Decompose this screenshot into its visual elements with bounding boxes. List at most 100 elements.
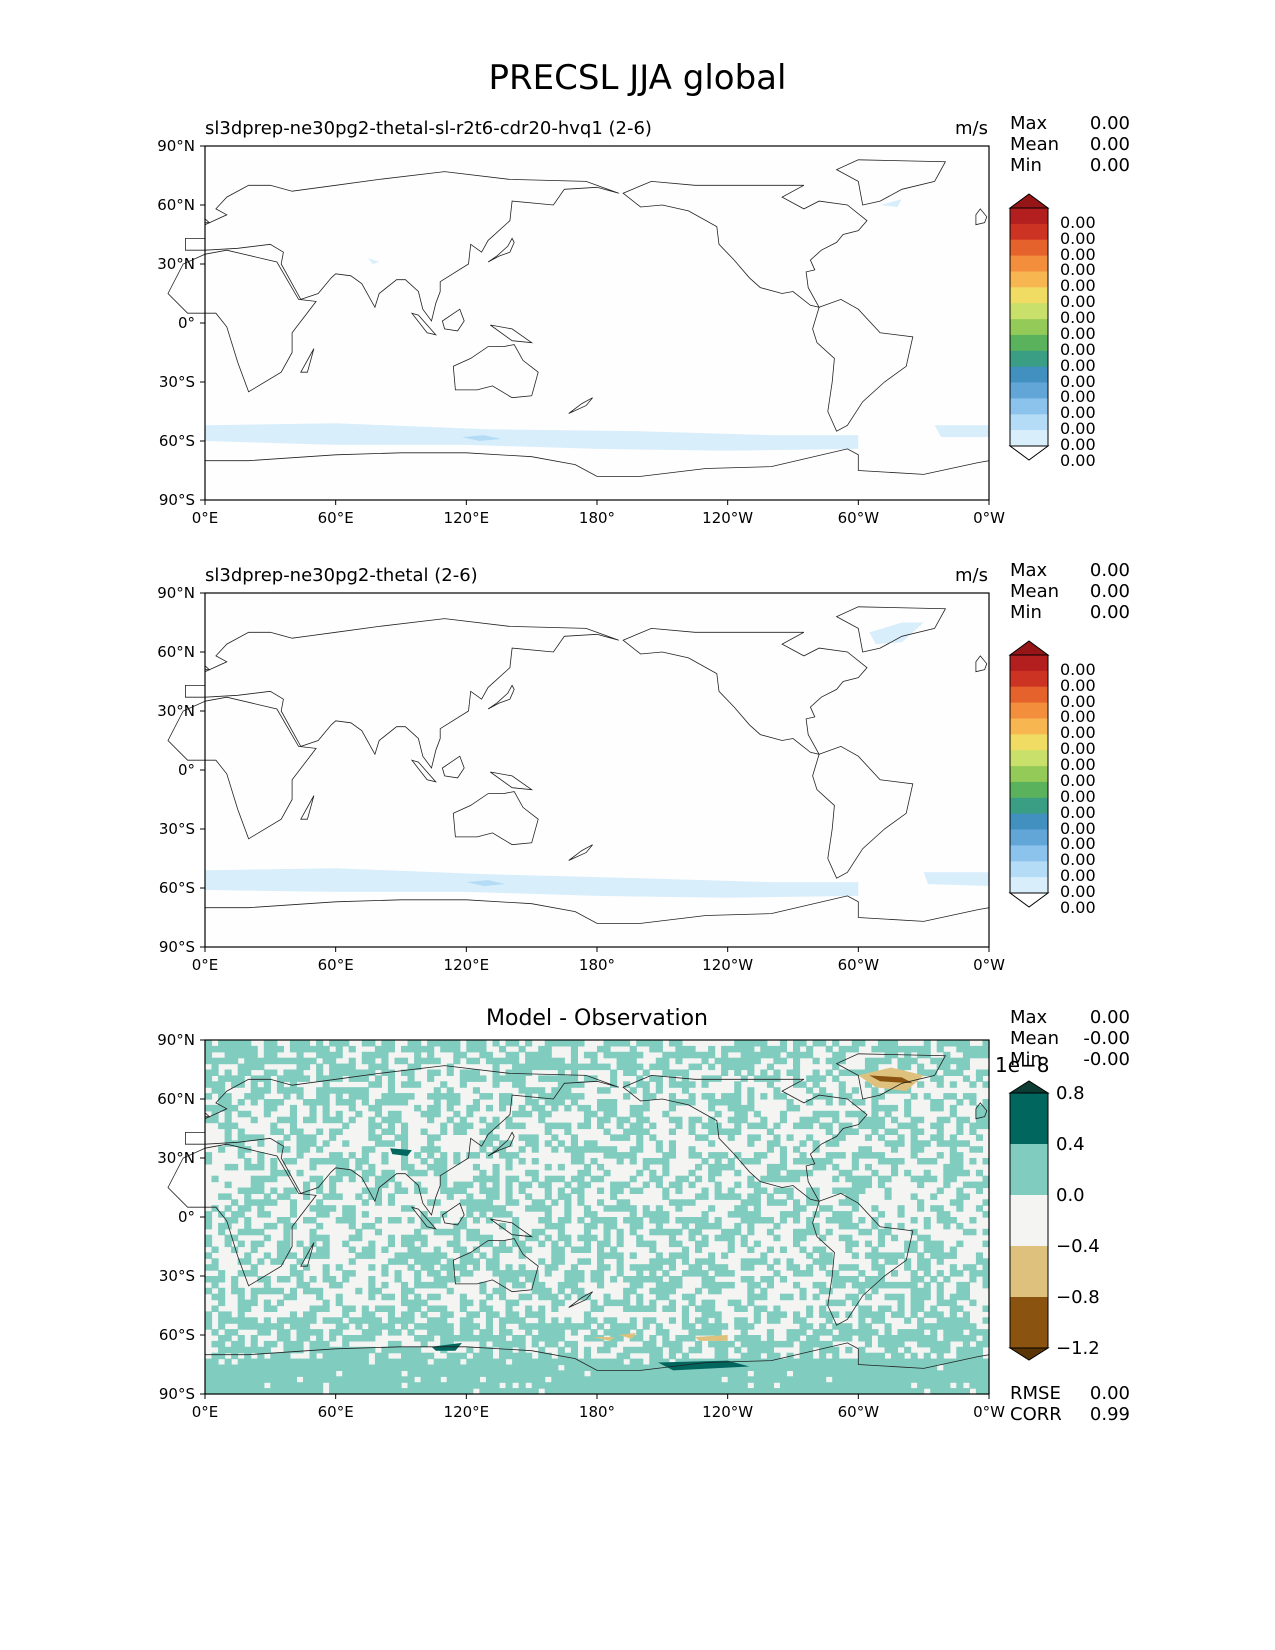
diff-cell xyxy=(668,1299,676,1307)
diff-cell xyxy=(525,1063,533,1071)
diff-cell xyxy=(583,1358,591,1366)
diff-cell xyxy=(943,1323,951,1330)
diff-cell xyxy=(917,1293,925,1301)
diff-cell xyxy=(394,1116,402,1124)
diff-cell xyxy=(616,1358,624,1366)
diff-cell xyxy=(296,1045,304,1053)
diff-cell xyxy=(936,1258,944,1265)
diff-cell xyxy=(316,1087,324,1094)
diff-cell xyxy=(851,1281,859,1289)
diff-cell xyxy=(956,1140,964,1147)
diff-cell xyxy=(361,1364,369,1371)
diff-cell xyxy=(583,1146,591,1153)
diff-cell xyxy=(668,1040,676,1047)
diff-cell xyxy=(727,1104,735,1112)
diff-cell xyxy=(871,1329,879,1336)
diff-cell xyxy=(982,1122,990,1130)
diff-cell xyxy=(884,1335,892,1342)
diff-cell xyxy=(629,1045,637,1053)
diff-cell xyxy=(734,1081,742,1088)
diff-cell xyxy=(499,1340,507,1348)
diff-cell xyxy=(623,1299,631,1307)
diff-cell xyxy=(355,1346,363,1354)
diff-cell xyxy=(766,1246,774,1253)
diff-cell xyxy=(557,1346,565,1354)
diff-cell xyxy=(623,1287,631,1295)
diff-cell xyxy=(930,1075,938,1082)
diff-cell xyxy=(871,1287,879,1295)
diff-cell xyxy=(329,1335,337,1342)
diff-cell xyxy=(838,1093,846,1100)
stat-label-rmse: RMSE xyxy=(1010,1383,1061,1404)
diff-cell xyxy=(956,1199,964,1206)
diff-cell xyxy=(799,1270,807,1277)
diff-cell xyxy=(433,1040,441,1047)
diff-cell xyxy=(368,1293,376,1301)
diff-cell xyxy=(322,1276,330,1283)
diff-cell xyxy=(583,1181,591,1189)
diff-cell xyxy=(414,1346,422,1354)
diff-cell xyxy=(832,1370,840,1377)
diff-cell xyxy=(538,1352,546,1360)
diff-cell xyxy=(485,1358,493,1366)
diff-cell xyxy=(603,1340,611,1348)
diff-cell xyxy=(263,1211,271,1218)
diff-cell xyxy=(544,1063,552,1071)
diff-cell xyxy=(923,1240,931,1248)
diff-cell xyxy=(322,1045,330,1053)
diff-cell xyxy=(930,1329,938,1336)
diff-cell xyxy=(982,1281,990,1289)
diff-cell xyxy=(557,1376,565,1383)
diff-cell xyxy=(786,1258,794,1265)
diff-cell xyxy=(211,1340,219,1348)
diff-cell xyxy=(250,1175,258,1183)
diff-cell xyxy=(923,1382,931,1389)
diff-cell xyxy=(760,1340,768,1348)
diff-cell xyxy=(701,1075,709,1082)
diff-cell xyxy=(727,1063,735,1071)
diff-cell xyxy=(414,1305,422,1312)
diff-cell xyxy=(485,1051,493,1059)
diff-cell xyxy=(466,1069,474,1076)
diff-cell xyxy=(505,1040,513,1047)
diff-cell xyxy=(263,1364,271,1371)
diff-cell xyxy=(570,1146,578,1153)
diff-cell xyxy=(721,1370,729,1377)
diff-cell xyxy=(499,1335,507,1342)
diff-cell xyxy=(466,1299,474,1307)
diff-cell xyxy=(793,1382,801,1389)
diff-cell xyxy=(877,1175,885,1183)
diff-cell xyxy=(623,1382,631,1389)
diff-cell xyxy=(427,1146,435,1153)
stat-label-max: Max xyxy=(1010,1007,1048,1028)
diff-cell xyxy=(257,1152,265,1159)
diff-cell xyxy=(799,1382,807,1389)
diff-cell xyxy=(864,1152,872,1159)
diff-cell xyxy=(655,1205,663,1212)
diff-cell xyxy=(361,1311,369,1318)
diff-cell xyxy=(819,1311,827,1318)
colorbar-extend-min xyxy=(1008,892,1050,908)
diff-cell xyxy=(779,1211,787,1218)
diff-cell xyxy=(936,1104,944,1112)
diff-cell xyxy=(649,1388,657,1395)
diff-cell xyxy=(864,1175,872,1183)
diff-cell xyxy=(877,1364,885,1371)
diff-cell xyxy=(224,1051,232,1059)
diff-cell xyxy=(845,1370,853,1377)
diff-cell xyxy=(564,1205,572,1212)
diff-cell xyxy=(564,1323,572,1330)
diff-cell xyxy=(289,1211,297,1218)
diff-cell xyxy=(597,1323,605,1330)
diff-cell xyxy=(773,1352,781,1360)
diff-cell xyxy=(877,1134,885,1141)
diff-cell xyxy=(708,1093,716,1100)
diff-cell xyxy=(368,1281,376,1289)
diff-cell xyxy=(237,1081,245,1088)
diff-cell xyxy=(897,1364,905,1371)
diff-cell xyxy=(590,1335,598,1342)
diff-cell xyxy=(211,1293,219,1301)
diff-cell xyxy=(819,1205,827,1212)
colorbar-segment xyxy=(1010,414,1048,431)
diff-cell xyxy=(845,1045,853,1053)
